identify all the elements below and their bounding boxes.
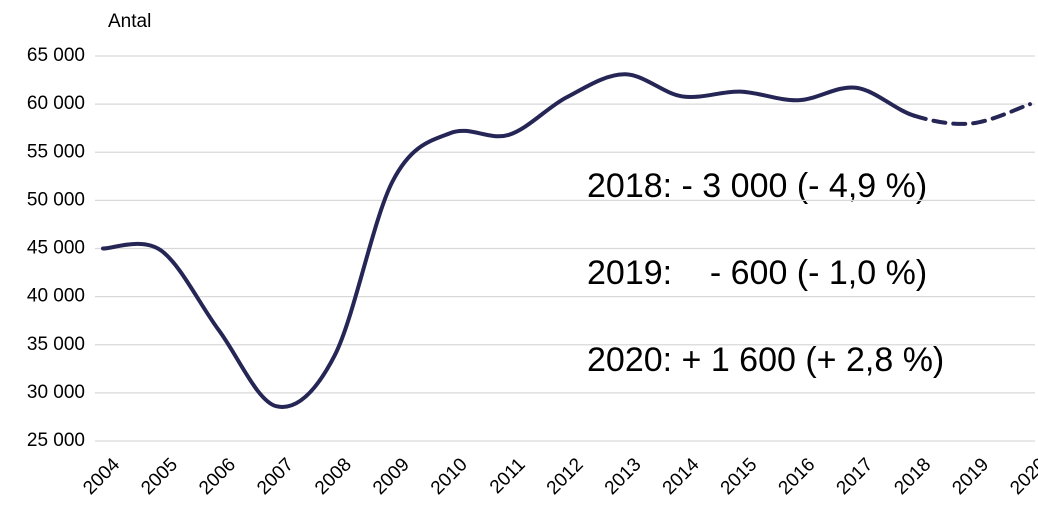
x-tick-label: 2018 xyxy=(890,454,935,499)
y-tick-label: 55 000 xyxy=(27,141,85,162)
y-tick-label: 30 000 xyxy=(27,382,85,403)
x-tick-label: 2016 xyxy=(775,454,820,499)
x-tick-label: 2020 xyxy=(1006,454,1038,499)
y-tick-label: 50 000 xyxy=(27,189,85,210)
y-tick-label: 25 000 xyxy=(27,430,85,451)
line xyxy=(101,72,917,409)
annotation: 2020: + 1 600 (+ 2,8 %) xyxy=(587,341,944,379)
y-tick-label: 45 000 xyxy=(27,238,85,259)
annotation: 2019: - 600 (- 1,0 %) xyxy=(587,254,927,292)
x-tick-label: 2017 xyxy=(833,454,878,499)
x-tick-label: 2004 xyxy=(79,454,124,499)
y-tick-label: 60 000 xyxy=(27,93,85,114)
x-tick-label: 2011 xyxy=(486,454,530,498)
x-tick-label: 2015 xyxy=(717,454,762,499)
x-tick-label: 2019 xyxy=(948,454,993,499)
line xyxy=(912,102,1032,126)
y-tick-label: 35 000 xyxy=(27,334,85,355)
y-tick-label: 40 000 xyxy=(27,286,85,307)
y-tick-label: 65 000 xyxy=(27,45,85,66)
x-tick-label: 2005 xyxy=(137,454,182,499)
x-tick-label: 2013 xyxy=(601,454,646,499)
x-tick-label: 2006 xyxy=(195,454,240,499)
y-axis-label: Antal xyxy=(108,11,151,32)
x-tick-label: 2012 xyxy=(543,454,588,499)
x-tick-label: 2008 xyxy=(311,454,356,499)
x-tick-label: 2010 xyxy=(427,454,472,499)
x-tick-label: 2014 xyxy=(659,454,704,499)
annotation: 2018: - 3 000 (- 4,9 %) xyxy=(587,167,927,205)
x-tick-label: 2009 xyxy=(369,454,414,499)
x-tick-label: 2007 xyxy=(253,454,298,499)
